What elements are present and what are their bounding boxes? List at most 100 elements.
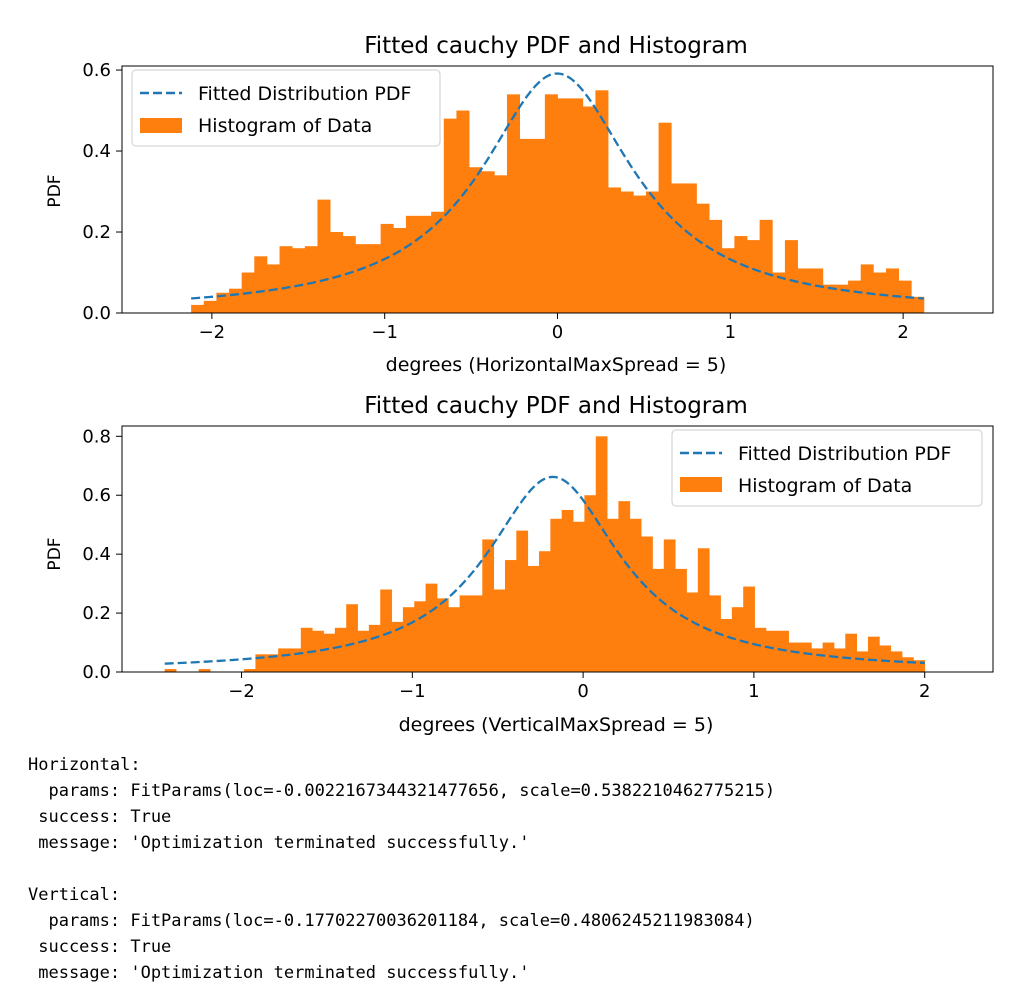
histogram-bar xyxy=(633,195,647,313)
y-tick-label: 0.4 xyxy=(82,141,111,162)
histogram-bar xyxy=(312,630,324,672)
histogram-bar xyxy=(721,248,735,313)
histogram-bar xyxy=(675,568,687,672)
y-tick-label: 0.6 xyxy=(82,485,111,506)
x-tick-label: 2 xyxy=(897,322,908,343)
histogram-bar xyxy=(822,284,836,313)
y-tick-label: 0.2 xyxy=(82,603,111,624)
histogram-bar xyxy=(255,654,268,672)
histogram-bar xyxy=(885,268,899,313)
histogram-bar xyxy=(720,618,733,672)
histogram-bar xyxy=(811,648,823,672)
histogram-bar xyxy=(799,642,812,672)
histogram-bar xyxy=(393,227,407,313)
histogram-bar xyxy=(436,598,449,672)
y-tick-label: 0.6 xyxy=(82,60,111,81)
histogram-bar xyxy=(448,607,461,672)
histogram-bar xyxy=(582,106,596,314)
histogram-bar xyxy=(652,568,665,672)
histogram-bar xyxy=(570,98,584,313)
histogram-bar xyxy=(323,633,336,672)
histogram-bar xyxy=(848,280,862,313)
histogram-bar xyxy=(292,248,306,313)
legend: Fitted Distribution PDF Histogram of Dat… xyxy=(671,429,983,507)
histogram-bar xyxy=(431,211,445,313)
histogram-bar xyxy=(229,288,243,313)
histogram-bar xyxy=(902,657,914,672)
histogram-bar xyxy=(573,521,585,672)
legend-box xyxy=(671,429,983,507)
y-tick-label: 0.8 xyxy=(82,426,111,447)
x-tick-label: 1 xyxy=(748,681,759,702)
legend-hist-label: Histogram of Data xyxy=(198,115,372,137)
histogram-bar xyxy=(469,167,483,313)
histogram-bar xyxy=(696,203,710,313)
histogram-bar xyxy=(334,627,347,672)
log-line: Horizontal: xyxy=(28,755,141,775)
histogram-bar xyxy=(532,138,546,313)
histogram-bar xyxy=(879,645,892,672)
chart-title: Fitted cauchy PDF and Histogram xyxy=(364,33,748,59)
chart-area: Fitted cauchy PDF and Histogram PDF degr… xyxy=(45,33,994,736)
histogram-bar xyxy=(754,627,767,672)
log-line: success: True xyxy=(28,807,172,827)
x-tick-label: 0 xyxy=(552,322,563,343)
histogram-bar xyxy=(414,601,426,672)
histogram-bar xyxy=(873,272,887,313)
histogram-bar xyxy=(504,560,517,672)
log-line: message: 'Optimization terminated succes… xyxy=(28,833,530,853)
histogram-bar xyxy=(317,199,331,313)
histogram-bar xyxy=(784,240,798,313)
histogram-bar xyxy=(278,648,290,672)
histogram-bar xyxy=(608,187,622,313)
histogram-bar xyxy=(584,495,597,672)
histogram-bar xyxy=(368,624,381,672)
log-line: success: True xyxy=(28,937,172,957)
histogram-bar xyxy=(833,648,846,672)
histogram-bar xyxy=(911,296,925,313)
plot-area: −2 −1 0 1 2 0.0 0.2 0.4 0.6 0.8 xyxy=(82,425,994,702)
histogram-bar xyxy=(357,630,370,672)
histogram-bar xyxy=(822,642,835,672)
histogram-bar xyxy=(810,268,824,313)
axes-frame xyxy=(121,425,994,673)
histogram-bar xyxy=(266,654,279,672)
histogram-bar xyxy=(418,215,432,313)
histogram-bar xyxy=(709,219,723,313)
histogram-bar xyxy=(494,175,508,313)
histogram-bar xyxy=(203,300,217,313)
histogram-bar xyxy=(641,536,653,672)
histogram-bar xyxy=(772,272,786,313)
histogram-bar xyxy=(618,501,631,672)
histogram-bar xyxy=(368,244,382,313)
histogram-bar xyxy=(788,642,801,672)
x-tick-label: 1 xyxy=(725,322,736,343)
histogram-bar xyxy=(539,551,551,672)
x-tick-label: −2 xyxy=(199,322,226,343)
histogram-bar xyxy=(254,256,268,313)
histogram-bar xyxy=(867,636,880,672)
pdf-line xyxy=(191,72,924,300)
legend-hist-swatch xyxy=(680,477,722,492)
y-axis-label: PDF xyxy=(45,174,65,207)
histogram-bar xyxy=(330,232,344,313)
histogram-bar xyxy=(198,669,211,672)
histogram-bar xyxy=(506,94,520,313)
histogram-bar xyxy=(342,236,356,313)
histogram-bar xyxy=(244,669,256,672)
histogram-bar xyxy=(304,246,318,313)
plot-area: −2 −1 0 1 2 0.0 0.2 0.4 0.6 xyxy=(82,60,994,343)
log-line: params: FitParams(loc=-0.177022700362011… xyxy=(28,911,755,931)
histogram-bar xyxy=(191,304,205,313)
legend: Fitted Distribution PDF Histogram of Dat… xyxy=(131,69,441,147)
y-tick-label: 0.4 xyxy=(82,544,111,565)
x-tick-label: 0 xyxy=(577,681,588,702)
log-line: Vertical: xyxy=(28,885,121,905)
histogram-bar xyxy=(898,280,912,313)
pdf-line xyxy=(164,475,925,665)
histogram-bar xyxy=(620,191,634,313)
histogram-bar xyxy=(595,436,608,672)
histogram-bar xyxy=(663,539,676,672)
histogram-bar xyxy=(595,90,609,313)
histogram-bar xyxy=(743,586,755,672)
